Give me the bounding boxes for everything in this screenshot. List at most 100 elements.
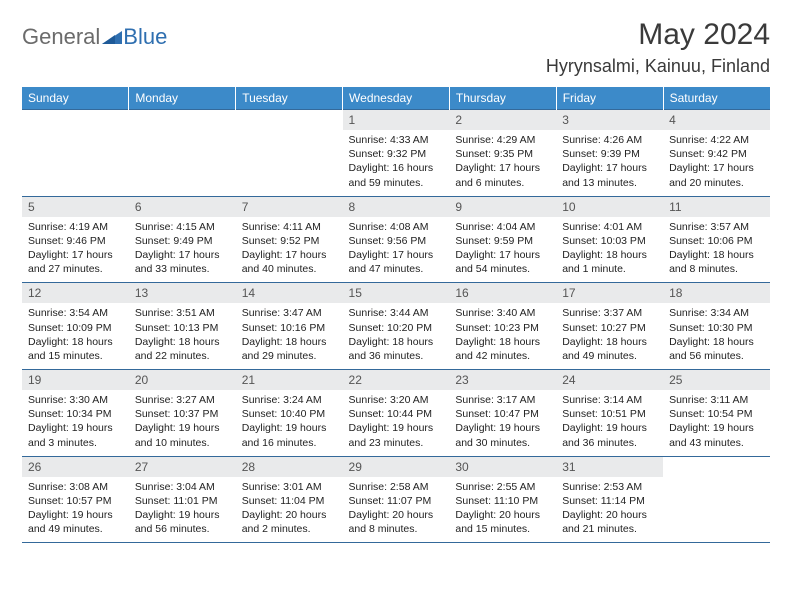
day-number: 6 [129,197,236,217]
calendar-day-cell: 7Sunrise: 4:11 AMSunset: 9:52 PMDaylight… [236,196,343,283]
calendar-day-cell [22,110,129,197]
day-number: 23 [449,370,556,390]
calendar-day-cell: 4Sunrise: 4:22 AMSunset: 9:42 PMDaylight… [663,110,770,197]
calendar-day-cell: 11Sunrise: 3:57 AMSunset: 10:06 PMDaylig… [663,196,770,283]
calendar-day-cell: 14Sunrise: 3:47 AMSunset: 10:16 PMDaylig… [236,283,343,370]
day-number: 9 [449,197,556,217]
day-details: Sunrise: 3:20 AMSunset: 10:44 PMDaylight… [343,390,450,456]
brand-part1: General [22,24,100,50]
calendar-day-cell: 28Sunrise: 3:01 AMSunset: 11:04 PMDaylig… [236,456,343,543]
day-details: Sunrise: 2:58 AMSunset: 11:07 PMDaylight… [343,477,450,543]
day-details: Sunrise: 3:14 AMSunset: 10:51 PMDaylight… [556,390,663,456]
calendar-day-cell: 13Sunrise: 3:51 AMSunset: 10:13 PMDaylig… [129,283,236,370]
day-details [236,130,343,188]
day-details: Sunrise: 3:11 AMSunset: 10:54 PMDaylight… [663,390,770,456]
day-details [22,130,129,188]
day-number: 25 [663,370,770,390]
day-number: 31 [556,457,663,477]
day-number: 5 [22,197,129,217]
calendar-week-row: 26Sunrise: 3:08 AMSunset: 10:57 PMDaylig… [22,456,770,543]
day-number [22,110,129,130]
calendar-day-cell: 29Sunrise: 2:58 AMSunset: 11:07 PMDaylig… [343,456,450,543]
brand-triangle-icon [102,24,122,50]
weekday-header: Saturday [663,87,770,110]
page-title: May 2024 [546,18,770,52]
calendar-day-cell: 30Sunrise: 2:55 AMSunset: 11:10 PMDaylig… [449,456,556,543]
calendar-body: 1Sunrise: 4:33 AMSunset: 9:32 PMDaylight… [22,110,770,543]
weekday-header-row: SundayMondayTuesdayWednesdayThursdayFrid… [22,87,770,110]
day-details: Sunrise: 3:37 AMSunset: 10:27 PMDaylight… [556,303,663,369]
day-number: 16 [449,283,556,303]
weekday-header: Sunday [22,87,129,110]
location-subtitle: Hyrynsalmi, Kainuu, Finland [546,56,770,77]
day-details: Sunrise: 4:15 AMSunset: 9:49 PMDaylight:… [129,217,236,283]
day-number: 2 [449,110,556,130]
calendar-day-cell: 20Sunrise: 3:27 AMSunset: 10:37 PMDaylig… [129,370,236,457]
calendar-day-cell: 1Sunrise: 4:33 AMSunset: 9:32 PMDaylight… [343,110,450,197]
calendar-day-cell: 9Sunrise: 4:04 AMSunset: 9:59 PMDaylight… [449,196,556,283]
day-number: 22 [343,370,450,390]
day-details: Sunrise: 3:27 AMSunset: 10:37 PMDaylight… [129,390,236,456]
title-block: May 2024 Hyrynsalmi, Kainuu, Finland [546,18,770,77]
day-details: Sunrise: 4:33 AMSunset: 9:32 PMDaylight:… [343,130,450,196]
calendar-week-row: 12Sunrise: 3:54 AMSunset: 10:09 PMDaylig… [22,283,770,370]
day-details: Sunrise: 3:51 AMSunset: 10:13 PMDaylight… [129,303,236,369]
weekday-header: Friday [556,87,663,110]
calendar-week-row: 1Sunrise: 4:33 AMSunset: 9:32 PMDaylight… [22,110,770,197]
calendar-day-cell: 18Sunrise: 3:34 AMSunset: 10:30 PMDaylig… [663,283,770,370]
calendar-day-cell: 27Sunrise: 3:04 AMSunset: 11:01 PMDaylig… [129,456,236,543]
day-details: Sunrise: 4:19 AMSunset: 9:46 PMDaylight:… [22,217,129,283]
day-number: 12 [22,283,129,303]
day-number: 1 [343,110,450,130]
day-details: Sunrise: 4:04 AMSunset: 9:59 PMDaylight:… [449,217,556,283]
day-details: Sunrise: 4:26 AMSunset: 9:39 PMDaylight:… [556,130,663,196]
day-details: Sunrise: 4:29 AMSunset: 9:35 PMDaylight:… [449,130,556,196]
day-number [236,110,343,130]
calendar-day-cell: 6Sunrise: 4:15 AMSunset: 9:49 PMDaylight… [129,196,236,283]
header: General Blue May 2024 Hyrynsalmi, Kainuu… [22,18,770,77]
day-details: Sunrise: 3:24 AMSunset: 10:40 PMDaylight… [236,390,343,456]
day-details: Sunrise: 4:08 AMSunset: 9:56 PMDaylight:… [343,217,450,283]
calendar-day-cell: 19Sunrise: 3:30 AMSunset: 10:34 PMDaylig… [22,370,129,457]
calendar-day-cell: 21Sunrise: 3:24 AMSunset: 10:40 PMDaylig… [236,370,343,457]
calendar-day-cell: 5Sunrise: 4:19 AMSunset: 9:46 PMDaylight… [22,196,129,283]
day-details: Sunrise: 3:08 AMSunset: 10:57 PMDaylight… [22,477,129,543]
day-details: Sunrise: 4:01 AMSunset: 10:03 PMDaylight… [556,217,663,283]
day-number: 14 [236,283,343,303]
day-details: Sunrise: 3:17 AMSunset: 10:47 PMDaylight… [449,390,556,456]
calendar-day-cell: 15Sunrise: 3:44 AMSunset: 10:20 PMDaylig… [343,283,450,370]
day-details: Sunrise: 3:44 AMSunset: 10:20 PMDaylight… [343,303,450,369]
calendar-day-cell: 22Sunrise: 3:20 AMSunset: 10:44 PMDaylig… [343,370,450,457]
day-number: 4 [663,110,770,130]
day-details: Sunrise: 3:57 AMSunset: 10:06 PMDaylight… [663,217,770,283]
day-details: Sunrise: 4:22 AMSunset: 9:42 PMDaylight:… [663,130,770,196]
day-number: 11 [663,197,770,217]
calendar-day-cell [129,110,236,197]
day-details: Sunrise: 2:53 AMSunset: 11:14 PMDaylight… [556,477,663,543]
calendar-day-cell: 2Sunrise: 4:29 AMSunset: 9:35 PMDaylight… [449,110,556,197]
day-number: 3 [556,110,663,130]
day-details [129,130,236,188]
day-number: 8 [343,197,450,217]
day-number: 21 [236,370,343,390]
day-details: Sunrise: 3:40 AMSunset: 10:23 PMDaylight… [449,303,556,369]
brand-logo: General Blue [22,24,167,50]
calendar-day-cell: 26Sunrise: 3:08 AMSunset: 10:57 PMDaylig… [22,456,129,543]
day-details: Sunrise: 3:34 AMSunset: 10:30 PMDaylight… [663,303,770,369]
day-details: Sunrise: 2:55 AMSunset: 11:10 PMDaylight… [449,477,556,543]
day-number: 24 [556,370,663,390]
day-details: Sunrise: 3:30 AMSunset: 10:34 PMDaylight… [22,390,129,456]
weekday-header: Wednesday [343,87,450,110]
day-details: Sunrise: 3:01 AMSunset: 11:04 PMDaylight… [236,477,343,543]
brand-part2: Blue [123,24,167,50]
calendar-day-cell: 8Sunrise: 4:08 AMSunset: 9:56 PMDaylight… [343,196,450,283]
calendar-day-cell: 23Sunrise: 3:17 AMSunset: 10:47 PMDaylig… [449,370,556,457]
calendar-day-cell: 12Sunrise: 3:54 AMSunset: 10:09 PMDaylig… [22,283,129,370]
day-number: 7 [236,197,343,217]
day-number: 15 [343,283,450,303]
day-number: 18 [663,283,770,303]
calendar-table: SundayMondayTuesdayWednesdayThursdayFrid… [22,87,770,543]
calendar-day-cell: 31Sunrise: 2:53 AMSunset: 11:14 PMDaylig… [556,456,663,543]
day-number: 30 [449,457,556,477]
calendar-day-cell [663,456,770,543]
